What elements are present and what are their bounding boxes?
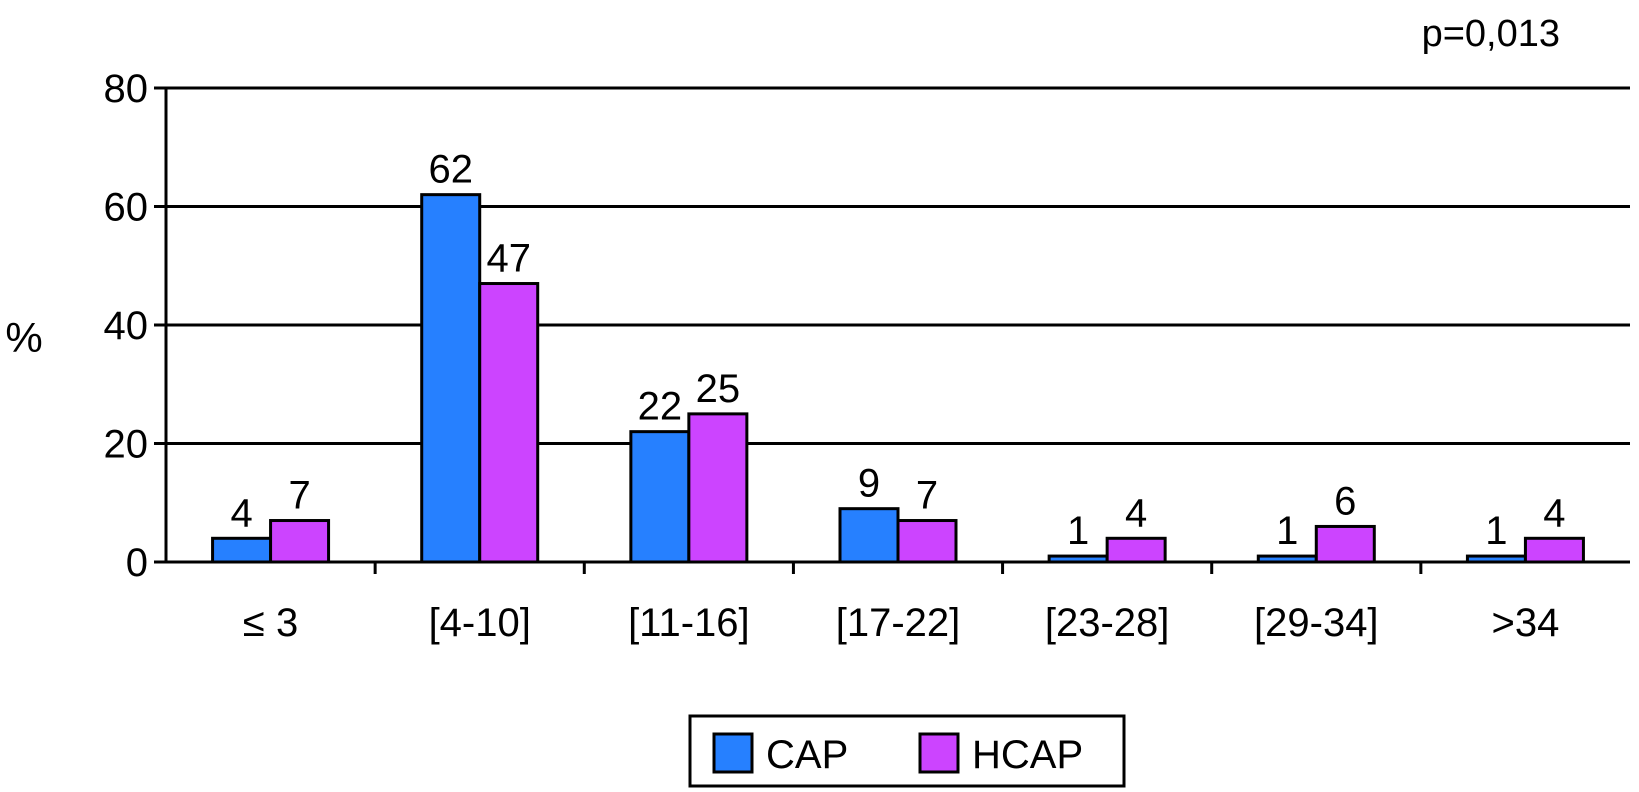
y-tick-label: 20 [104, 423, 149, 467]
y-tick-label: 60 [104, 186, 149, 230]
y-tick-label: 40 [104, 304, 149, 348]
p-value-annotation: p=0,013 [1422, 13, 1560, 55]
data-label-cap: 9 [858, 462, 880, 506]
data-label-hcap: 47 [486, 237, 531, 281]
axes [154, 86, 1630, 574]
bars [211, 193, 1585, 564]
bar-cap [629, 430, 691, 564]
bar-cap [211, 536, 273, 564]
legend-box [688, 714, 1126, 788]
gridlines [166, 86, 1630, 445]
x-category-label: [29-34] [1254, 601, 1379, 645]
data-label-cap: 22 [638, 385, 683, 429]
data-label-hcap: 25 [696, 367, 741, 411]
data-label-cap: 62 [428, 148, 473, 192]
data-label-cap: 1 [1067, 509, 1089, 553]
data-label-cap: 1 [1276, 509, 1298, 553]
bar-hcap [478, 282, 540, 564]
legend-label-cap: CAP [766, 733, 848, 777]
bar-cap [420, 193, 482, 564]
y-axis-title: % [5, 314, 42, 361]
x-category-label: [23-28] [1045, 601, 1170, 645]
data-label-hcap: 7 [288, 474, 310, 518]
x-category-label: [17-22] [836, 601, 961, 645]
bar-hcap [269, 519, 331, 564]
data-label-cap: 1 [1485, 509, 1507, 553]
bar-cap [838, 507, 900, 564]
legend: CAP HCAP [688, 714, 1126, 788]
legend-swatch-cap [712, 732, 754, 774]
data-label-hcap: 4 [1543, 491, 1565, 535]
bar-hcap [1523, 536, 1585, 564]
bar-hcap [687, 412, 749, 564]
data-label-cap: 4 [230, 491, 252, 535]
bar-hcap [1105, 536, 1167, 564]
bar-hcap [896, 519, 958, 564]
y-tick-label: 80 [104, 67, 149, 111]
data-label-hcap: 7 [916, 474, 938, 518]
data-label-hcap: 6 [1334, 479, 1356, 523]
x-category-label: [11-16] [628, 601, 750, 645]
x-category-label: [4-10] [429, 601, 531, 645]
legend-label-hcap: HCAP [972, 733, 1083, 777]
x-category-label: ≤ 3 [243, 601, 298, 645]
legend-swatch-hcap [918, 732, 960, 774]
data-label-hcap: 4 [1125, 491, 1147, 535]
x-category-label: >34 [1491, 601, 1559, 645]
bar-hcap [1314, 524, 1376, 564]
y-tick-label: 0 [126, 541, 148, 585]
